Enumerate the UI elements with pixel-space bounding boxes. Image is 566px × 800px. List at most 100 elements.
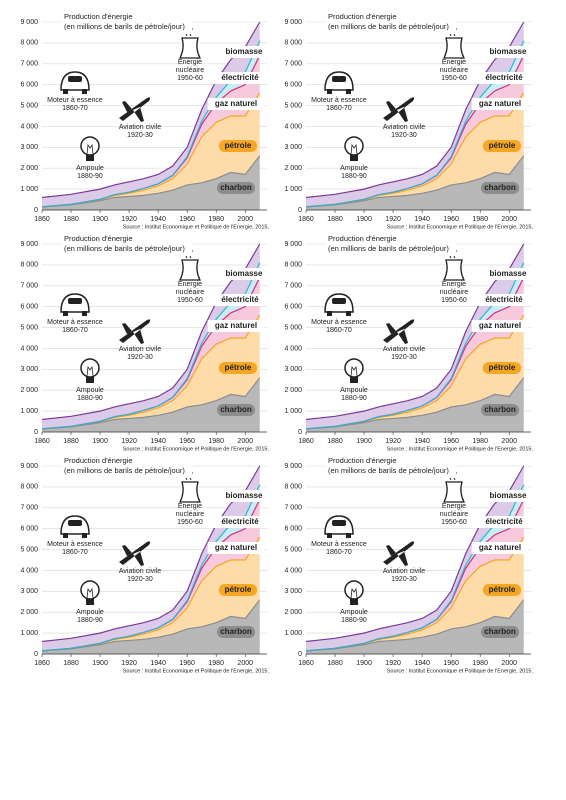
y-tick-label: 7 000 xyxy=(284,61,302,68)
annotation: Ampoule xyxy=(340,387,368,394)
x-tick-label: 1980 xyxy=(472,216,488,223)
y-tick-label: 4 000 xyxy=(20,345,38,352)
annotation: 1920-30 xyxy=(391,132,417,139)
series-label: biomasse xyxy=(226,269,263,278)
series-label: gaz naturel xyxy=(215,543,257,552)
source: Source : Institut Economique et Politiqu… xyxy=(387,668,534,674)
y-tick-label: 9 000 xyxy=(20,19,38,26)
x-tick-label: 1940 xyxy=(414,660,430,667)
series-label: charbon xyxy=(484,627,516,636)
x-tick-label: 1880 xyxy=(63,216,79,223)
annotation: Ampoule xyxy=(340,165,368,172)
y-tick-label: 9 000 xyxy=(284,241,302,248)
series-label: électricité xyxy=(485,517,523,526)
chart-subtitle: (en millions de barils de pétrole/jour) xyxy=(64,466,185,475)
annotation: nucléaire xyxy=(176,511,205,518)
y-tick-label: 0 xyxy=(34,651,38,658)
icon-nuclear xyxy=(178,259,202,281)
series-label: biomasse xyxy=(226,47,263,56)
area xyxy=(42,155,260,210)
annotation: Moteur à essence xyxy=(47,97,103,104)
icon-car-wheel xyxy=(346,311,351,316)
annotation: 1920-30 xyxy=(127,132,153,139)
annotation: Aviation civile xyxy=(119,124,161,131)
x-tick-label: 2000 xyxy=(237,660,253,667)
annotation: Énergie xyxy=(442,279,466,288)
icon-nuclear xyxy=(442,481,466,503)
annotation: Aviation civile xyxy=(383,568,425,575)
x-tick-label: 1880 xyxy=(63,438,79,445)
icon-nuclear xyxy=(178,481,202,503)
series-label-box xyxy=(475,72,533,84)
y-tick-label: 1 000 xyxy=(20,186,38,193)
annotation: 1950-60 xyxy=(441,75,467,82)
source: Source : Institut Economique et Politiqu… xyxy=(387,446,534,452)
x-tick-label: 1940 xyxy=(150,660,166,667)
y-tick-label: 0 xyxy=(298,429,302,436)
y-tick-label: 3 000 xyxy=(284,588,302,595)
x-tick-label: 1960 xyxy=(179,216,195,223)
series-label: pétrole xyxy=(489,585,516,594)
icon-bulb xyxy=(344,136,364,156)
icon-plane xyxy=(383,319,415,344)
series-label-box xyxy=(471,542,529,554)
area xyxy=(306,537,524,651)
series-label: charbon xyxy=(220,183,252,192)
chart-panel: 0 1 000 2 000 3 000 4 000 5 000 6 000 7 000 8 00… xyxy=(20,234,269,452)
icon-bulb-filament xyxy=(350,587,358,599)
chart-panel: 0 1 000 2 000 3 000 4 000 5 000 6 000 7 000 8 00… xyxy=(284,456,533,674)
y-tick-label: 2 000 xyxy=(20,387,38,394)
area xyxy=(42,599,260,654)
title-box xyxy=(326,234,456,256)
annotation: Énergie xyxy=(442,501,466,510)
x-tick-label: 1920 xyxy=(121,438,137,445)
area xyxy=(306,93,524,207)
x-tick-label: 1900 xyxy=(92,216,108,223)
icon-car-wheel xyxy=(327,311,332,316)
series-label-box xyxy=(471,320,529,332)
y-tick-label: 5 000 xyxy=(20,324,38,331)
series-label: charbon xyxy=(484,183,516,192)
annotation: 1880-90 xyxy=(77,395,103,402)
title-box xyxy=(62,12,192,34)
area-line xyxy=(305,465,525,643)
y-tick-label: 7 000 xyxy=(20,283,38,290)
series-label-box xyxy=(222,490,266,502)
series-label: charbon xyxy=(220,405,252,414)
annotation: Énergie xyxy=(178,279,202,288)
icon-bulb-filament xyxy=(350,365,358,377)
annotation: Aviation civile xyxy=(383,124,425,131)
series-label: pétrole xyxy=(489,141,516,150)
icon-car-window xyxy=(68,76,82,82)
y-tick-label: 3 000 xyxy=(284,366,302,373)
y-tick-label: 4 000 xyxy=(20,567,38,574)
x-tick-label: 1860 xyxy=(298,216,314,223)
y-tick-label: 2 000 xyxy=(20,609,38,616)
annotation: 1880-90 xyxy=(341,617,367,624)
source: Source : Institut Economique et Politiqu… xyxy=(123,668,270,674)
chart-panel: 0 1 000 2 000 3 000 4 000 5 000 6 000 7 000 8 00… xyxy=(20,456,269,674)
series-label-box xyxy=(480,626,520,638)
annotation: 1950-60 xyxy=(177,519,203,526)
icon-bulb xyxy=(80,136,100,156)
annotation: 1920-30 xyxy=(127,354,153,361)
chart-title: Production d'énergie xyxy=(64,234,133,243)
x-tick-label: 2000 xyxy=(237,216,253,223)
annotation: 1860-70 xyxy=(62,105,88,112)
annotation: Aviation civile xyxy=(119,568,161,575)
chart-subtitle: (en millions de barils de pétrole/jour) xyxy=(64,244,185,253)
chart-subtitle: (en millions de barils de pétrole/jour) xyxy=(328,244,449,253)
annotation: Ampoule xyxy=(76,609,104,616)
series-label: gaz naturel xyxy=(215,321,257,330)
icon-nuclear xyxy=(442,259,466,281)
y-tick-label: 4 000 xyxy=(284,567,302,574)
annotation: 1860-70 xyxy=(62,327,88,334)
icon-bulb-filament xyxy=(86,587,94,599)
icon-car-wheel xyxy=(63,533,68,538)
x-tick-label: 1920 xyxy=(121,660,137,667)
chart-panel: 0 1 000 2 000 3 000 4 000 5 000 6 000 7 000 8 00… xyxy=(284,12,533,230)
icon-car-wheel xyxy=(327,89,332,94)
x-tick-label: 1960 xyxy=(179,660,195,667)
icon-bulb-base xyxy=(86,155,94,161)
annotation: nucléaire xyxy=(440,289,469,296)
